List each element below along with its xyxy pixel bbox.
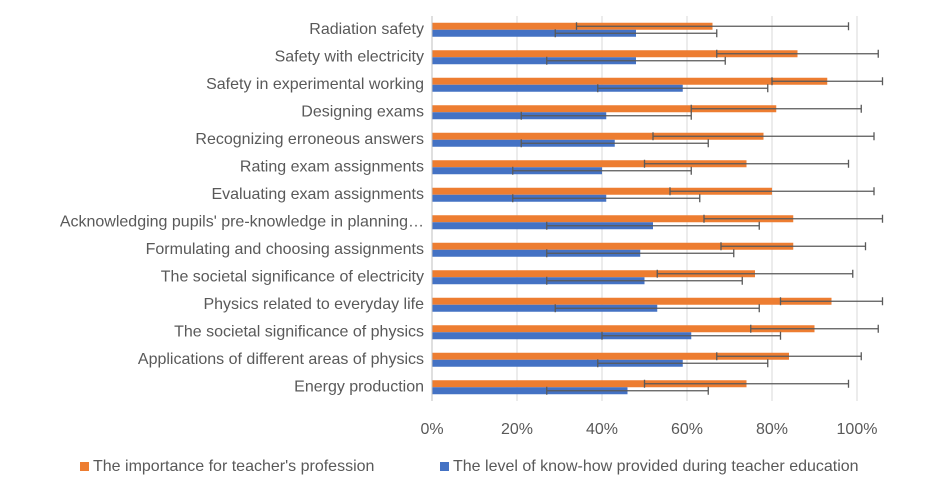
bar xyxy=(432,84,683,92)
bar xyxy=(432,359,683,367)
bar xyxy=(432,50,798,58)
bar xyxy=(432,325,815,333)
y-tick-label: Evaluating exam assignments xyxy=(211,186,424,203)
bar xyxy=(432,249,641,257)
y-tick-label: Recognizing erroneous answers xyxy=(195,131,424,148)
x-tick-label: 0% xyxy=(420,421,443,438)
y-tick-label: The societal significance of physics xyxy=(174,323,424,340)
x-tick-label: 40% xyxy=(586,421,618,438)
bar xyxy=(432,387,628,395)
bar xyxy=(432,352,789,360)
bar xyxy=(432,332,692,340)
y-tick-label: The societal significance of electricity xyxy=(161,268,424,285)
y-tick-label: Energy production xyxy=(294,378,424,395)
y-tick-label: Safety with electricity xyxy=(275,48,424,65)
bar xyxy=(432,22,713,30)
x-tick-label: 20% xyxy=(501,421,533,438)
legend-label: The level of know-how provided during te… xyxy=(453,458,859,475)
bar xyxy=(432,29,636,37)
y-tick-label: Formulating and choosing assignments xyxy=(146,241,424,258)
bar xyxy=(432,57,636,65)
x-tick-label: 100% xyxy=(837,421,878,438)
bar xyxy=(432,105,777,113)
bar xyxy=(432,160,747,168)
bar xyxy=(432,215,794,223)
bar xyxy=(432,112,607,120)
y-tick-label: Rating exam assignments xyxy=(240,158,424,175)
legend-label: The importance for teacher's profession xyxy=(93,458,374,475)
bar xyxy=(432,77,828,85)
bar xyxy=(432,277,645,285)
y-tick-label: Designing exams xyxy=(301,103,424,120)
bar xyxy=(432,242,794,250)
bar xyxy=(432,270,755,278)
y-tick-label: Safety in experimental working xyxy=(206,76,424,93)
y-tick-label: Physics related to everyday life xyxy=(203,296,424,313)
legend-swatch xyxy=(80,462,89,471)
y-tick-label: Applications of different areas of physi… xyxy=(138,351,424,368)
y-tick-label: Radiation safety xyxy=(309,21,424,38)
x-tick-label: 80% xyxy=(756,421,788,438)
bar xyxy=(432,187,772,195)
bar xyxy=(432,222,653,230)
legend-swatch xyxy=(440,462,449,471)
bar xyxy=(432,297,832,305)
bar xyxy=(432,304,658,312)
bar xyxy=(432,380,747,388)
y-tick-label: Acknowledging pupils' pre-knowledge in p… xyxy=(60,213,424,230)
bar xyxy=(432,132,764,140)
x-tick-label: 60% xyxy=(671,421,703,438)
